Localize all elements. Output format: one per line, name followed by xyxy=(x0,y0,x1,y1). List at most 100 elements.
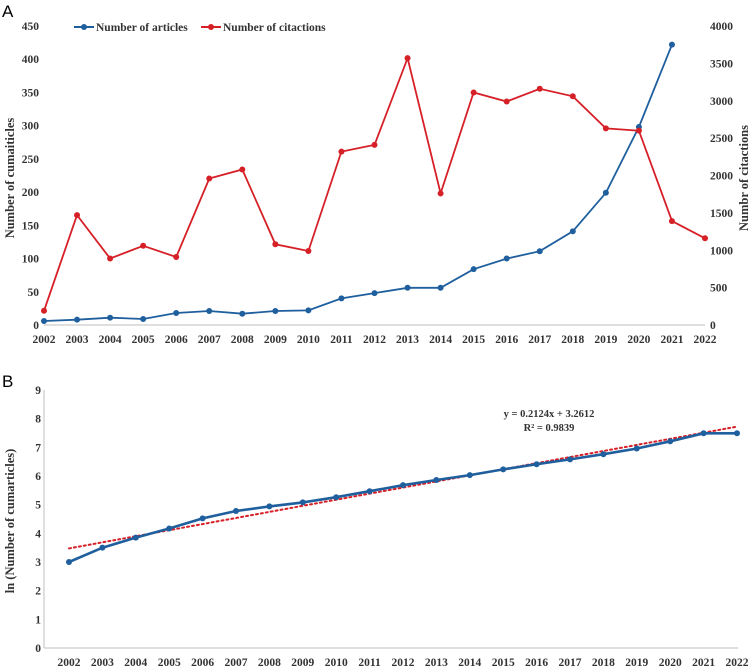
chart-a-x-tick-label: 2003 xyxy=(66,334,89,346)
chart-b-y-tick-label: 0 xyxy=(35,643,41,655)
articles-data-point xyxy=(41,318,47,325)
chart-a-right-tick-label: 2000 xyxy=(710,171,733,183)
ln-series-line xyxy=(68,431,737,564)
chart-a-x-tick-label: 2008 xyxy=(231,334,254,346)
articles-data-point xyxy=(404,284,411,291)
chart-b-x-tick-label: 2020 xyxy=(659,657,682,668)
chart-b-x-tick-label: 2014 xyxy=(458,657,481,668)
chart-a-right-axis-title: Numbr of citactions xyxy=(737,125,751,231)
articles-data-point xyxy=(668,41,675,48)
articles-data-point xyxy=(437,284,444,291)
chart-b-x-tick-label: 2010 xyxy=(325,657,348,668)
chart-a-right-tick-label: 3000 xyxy=(710,96,733,108)
ln-data-point xyxy=(600,451,607,458)
chart-a-left-tick-label: 0 xyxy=(33,320,39,332)
ln-data-point xyxy=(132,534,139,541)
ln-data-point xyxy=(333,494,340,501)
citations-data-point xyxy=(536,85,543,92)
chart-b-x-tick-label: 2022 xyxy=(726,657,749,668)
chart-b-x-tick-label: 2009 xyxy=(291,657,314,668)
chart-a-x-tick-label: 2012 xyxy=(363,334,386,346)
chart-a-x-tick-label: 2013 xyxy=(396,334,419,346)
chart-b-y-tick-label: 2 xyxy=(35,586,41,598)
chart-a-right-tick-label: 1500 xyxy=(710,208,733,220)
chart-a-right-tick-label: 2500 xyxy=(710,133,733,145)
citations-series-line xyxy=(43,55,706,312)
legend-citations-label: Number of citactions xyxy=(223,22,326,34)
articles-data-point xyxy=(470,266,477,273)
citations-data-point xyxy=(41,307,47,314)
chart-a-x-tick-label: 2020 xyxy=(627,334,650,346)
ln-data-point xyxy=(500,466,507,473)
chart-b-x-tick-label: 2007 xyxy=(225,657,248,668)
ln-data-point xyxy=(366,488,373,495)
chart-a-right-tick-label: 0 xyxy=(710,320,716,332)
chart-a-x-tick-label: 2005 xyxy=(132,334,155,346)
chart-a-x-tick-label: 2006 xyxy=(165,334,188,346)
citations-data-point xyxy=(107,255,114,262)
chart-a-left-tick-label: 150 xyxy=(22,220,40,232)
articles-data-point xyxy=(272,308,279,315)
chart-b-y-axis-ticks: 0 1 2 3 4 5 6 7 8 9 xyxy=(35,385,41,655)
citations-data-point xyxy=(338,148,345,155)
citations-data-point xyxy=(239,166,246,173)
chart-b-x-tick-label: 2019 xyxy=(625,657,648,668)
citations-data-point xyxy=(635,127,642,134)
chart-b-x-tick-label: 2005 xyxy=(158,657,181,668)
ln-data-point xyxy=(700,430,707,437)
chart-b-x-axis-ticks: 2002 2003 2004 2005 2006 2007 2008 2009 2010 2011… xyxy=(58,657,749,668)
chart-a-right-axis-ticks: 0 500 1000 1500 2000 2500 3000 3500 4000 xyxy=(710,21,733,332)
articles-data-point xyxy=(206,308,213,315)
chart-a-x-tick-label: 2011 xyxy=(330,334,353,346)
panel-label-b: B xyxy=(2,372,13,391)
chart-a-x-axis-ticks: 2002 2003 2004 2005 2006 2007 2008 2009 2010 2011… xyxy=(33,334,717,346)
articles-data-point xyxy=(569,228,576,235)
chart-a-series xyxy=(41,41,708,325)
trendline-r-squared: R² = 0.9839 xyxy=(524,423,575,434)
chart-a-x-tick-label: 2015 xyxy=(462,334,485,346)
chart-b-x-tick-label: 2021 xyxy=(692,657,715,668)
citations-data-point xyxy=(470,89,477,96)
chart-a-right-tick-label: 4000 xyxy=(710,21,733,33)
citations-data-point xyxy=(404,55,411,62)
ln-data-point xyxy=(299,499,306,506)
chart-a-x-tick-label: 2017 xyxy=(528,334,551,346)
citations-data-point xyxy=(173,253,180,260)
ln-data-point xyxy=(734,430,740,437)
chart-b-y-axis-title: ln (Number of cumarticles) xyxy=(3,449,17,594)
chart-a-x-tick-label: 2004 xyxy=(99,334,122,346)
citations-data-point xyxy=(668,218,675,225)
chart-b-y-tick-label: 5 xyxy=(35,500,41,512)
articles-data-point xyxy=(338,295,345,302)
ln-data-point xyxy=(66,559,72,565)
chart-b-x-tick-label: 2017 xyxy=(559,657,582,668)
articles-data-point xyxy=(602,189,609,196)
chart-a-left-tick-label: 400 xyxy=(22,54,40,66)
legend-articles-label: Number of articles xyxy=(96,22,188,34)
chart-a-x-tick-label: 2022 xyxy=(694,334,717,346)
articles-series-line xyxy=(43,44,673,322)
chart-a-left-tick-label: 50 xyxy=(28,287,40,299)
ln-data-point xyxy=(166,525,173,532)
chart-a-left-tick-label: 250 xyxy=(22,154,40,166)
ln-data-point xyxy=(533,461,540,468)
chart-a-x-tick-label: 2021 xyxy=(660,334,683,346)
articles-data-point xyxy=(536,248,543,255)
chart-b-series xyxy=(66,430,740,565)
chart-b-y-tick-label: 9 xyxy=(35,385,41,397)
articles-data-point xyxy=(371,290,378,297)
ln-data-point xyxy=(99,544,106,551)
panel-label-a: A xyxy=(2,2,14,21)
chart-b-x-tick-label: 2012 xyxy=(392,657,415,668)
articles-data-point xyxy=(239,310,246,317)
chart-a-x-tick-label: 2014 xyxy=(429,334,452,346)
chart-a-x-tick-label: 2010 xyxy=(297,334,320,346)
chart-b-y-tick-label: 1 xyxy=(35,614,41,626)
ln-data-point xyxy=(400,482,406,489)
chart-a-right-tick-label: 3500 xyxy=(710,58,733,70)
citations-data-point xyxy=(503,98,510,105)
chart-b-x-tick-label: 2006 xyxy=(191,657,214,668)
chart-b-x-tick-label: 2013 xyxy=(425,657,448,668)
ln-data-point xyxy=(466,472,473,479)
